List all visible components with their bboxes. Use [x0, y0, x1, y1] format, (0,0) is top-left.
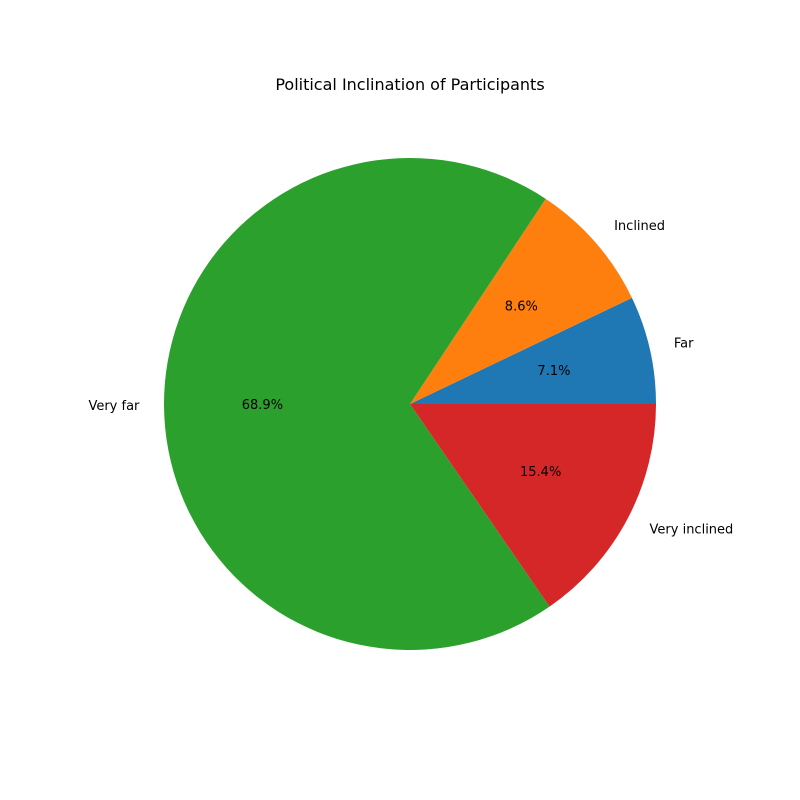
- pie-pct-label-very-far: 68.9%: [242, 398, 283, 413]
- pie-category-label-very-inclined: Very inclined: [650, 522, 734, 537]
- pie-pct-label-very-inclined: 15.4%: [520, 465, 561, 480]
- pie-labels: 7.1% Far 8.6% Inclined 68.9% Very far 15.4% Ver…: [88, 219, 733, 538]
- pie-category-label-inclined: Inclined: [614, 219, 665, 234]
- pie-category-label-far: Far: [674, 337, 694, 352]
- pie-slice-inclined: [410, 198, 632, 404]
- pie-slice-far: [410, 297, 656, 404]
- chart-title: Political Inclination of Participants: [275, 75, 544, 94]
- pie-pct-label-far: 7.1%: [537, 364, 570, 379]
- pie-slices: [163, 157, 656, 650]
- pie-pct-label-inclined: 8.6%: [505, 300, 538, 315]
- pie-slice-very-inclined: [410, 404, 656, 607]
- pie-slice-very-far: [163, 157, 550, 650]
- pie-category-label-very-far: Very far: [88, 399, 140, 414]
